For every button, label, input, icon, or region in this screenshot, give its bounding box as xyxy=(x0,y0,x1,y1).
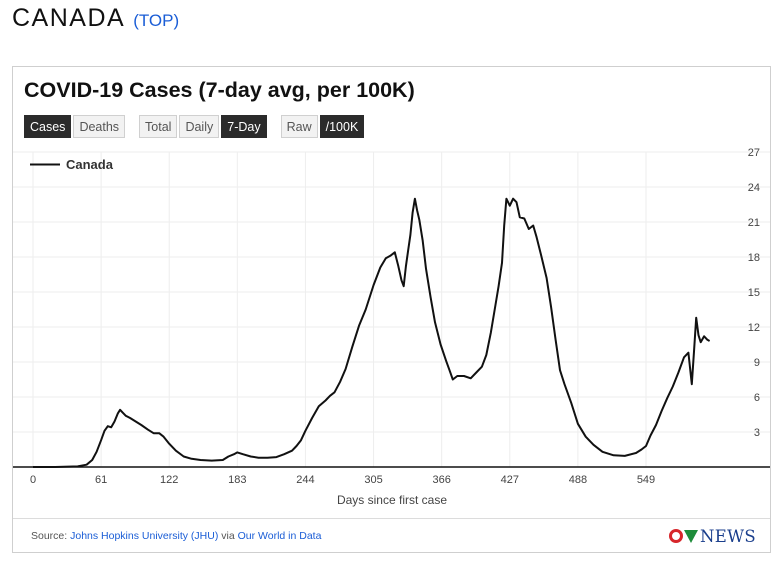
source-text: Source: Johns Hopkins University (JHU) v… xyxy=(31,530,321,542)
x-tick-labels: 0 61 122 183 244 305 366 427 488 549 xyxy=(30,474,655,486)
footer: Source: Johns Hopkins University (JHU) v… xyxy=(13,518,770,552)
x-tick-label: 244 xyxy=(296,474,314,486)
raw-button[interactable]: Raw xyxy=(280,115,318,138)
source-prefix: Source: xyxy=(31,530,71,542)
y-tick-label: 12 xyxy=(748,322,760,334)
x-tick-label: 549 xyxy=(637,474,655,486)
y-tick-label: 21 xyxy=(748,217,760,229)
y-tick-label: 6 xyxy=(754,392,760,404)
y-tick-label: 27 xyxy=(748,147,760,159)
logo-news-text: NEWS xyxy=(700,526,756,546)
y-tick-label: 24 xyxy=(748,182,760,194)
control-gap xyxy=(269,115,281,138)
source-via: via xyxy=(218,530,238,542)
x-tick-label: 122 xyxy=(160,474,178,486)
legend-label: Canada xyxy=(66,157,114,172)
y-tick-label: 15 xyxy=(748,287,760,299)
total-button[interactable]: Total xyxy=(139,115,178,138)
owid-link[interactable]: Our World in Data xyxy=(237,530,322,542)
chart-controls: Cases Deaths Total Daily 7-Day Raw /100K xyxy=(24,115,366,138)
chart-grid xyxy=(13,151,770,467)
top-link[interactable]: (TOP) xyxy=(133,11,180,30)
per-100k-button[interactable]: /100K xyxy=(319,115,365,138)
chart-card: COVID-19 Cases (7-day avg, per 100K) Cas… xyxy=(12,66,771,553)
x-axis-label: Days since first case xyxy=(337,493,447,507)
page-title: CANADA xyxy=(12,4,126,32)
line-chart: 3 6 9 12 15 18 21 24 27 0 61 122 183 244 305 366 427 488… xyxy=(13,147,770,507)
control-gap xyxy=(127,115,139,138)
x-tick-label: 488 xyxy=(569,474,587,486)
chart-title: COVID-19 Cases (7-day avg, per 100K) xyxy=(24,78,415,102)
deaths-button[interactable]: Deaths xyxy=(73,115,126,138)
logo-c-icon xyxy=(669,529,684,543)
x-tick-label: 0 xyxy=(30,474,36,486)
daily-button[interactable]: Daily xyxy=(179,115,220,138)
y-tick-label: 18 xyxy=(748,252,760,264)
y-tick-label: 9 xyxy=(754,357,760,369)
y-tick-labels: 3 6 9 12 15 18 21 24 27 xyxy=(748,147,760,439)
seven-day-button[interactable]: 7-Day xyxy=(221,115,267,138)
x-tick-label: 366 xyxy=(432,474,450,486)
x-tick-label: 305 xyxy=(364,474,382,486)
x-tick-label: 61 xyxy=(95,474,107,486)
jhu-link[interactable]: Johns Hopkins University (JHU) xyxy=(70,530,219,542)
page-header: CANADA (TOP) xyxy=(12,4,179,38)
cases-button[interactable]: Cases xyxy=(24,115,72,138)
x-tick-label: 427 xyxy=(501,474,519,486)
logo-v-icon xyxy=(684,529,699,543)
x-tick-label: 183 xyxy=(228,474,246,486)
legend: Canada xyxy=(30,157,114,172)
series-line-canada xyxy=(33,197,711,468)
y-tick-label: 3 xyxy=(754,427,760,439)
ctv-news-logo: NEWS xyxy=(669,525,756,547)
